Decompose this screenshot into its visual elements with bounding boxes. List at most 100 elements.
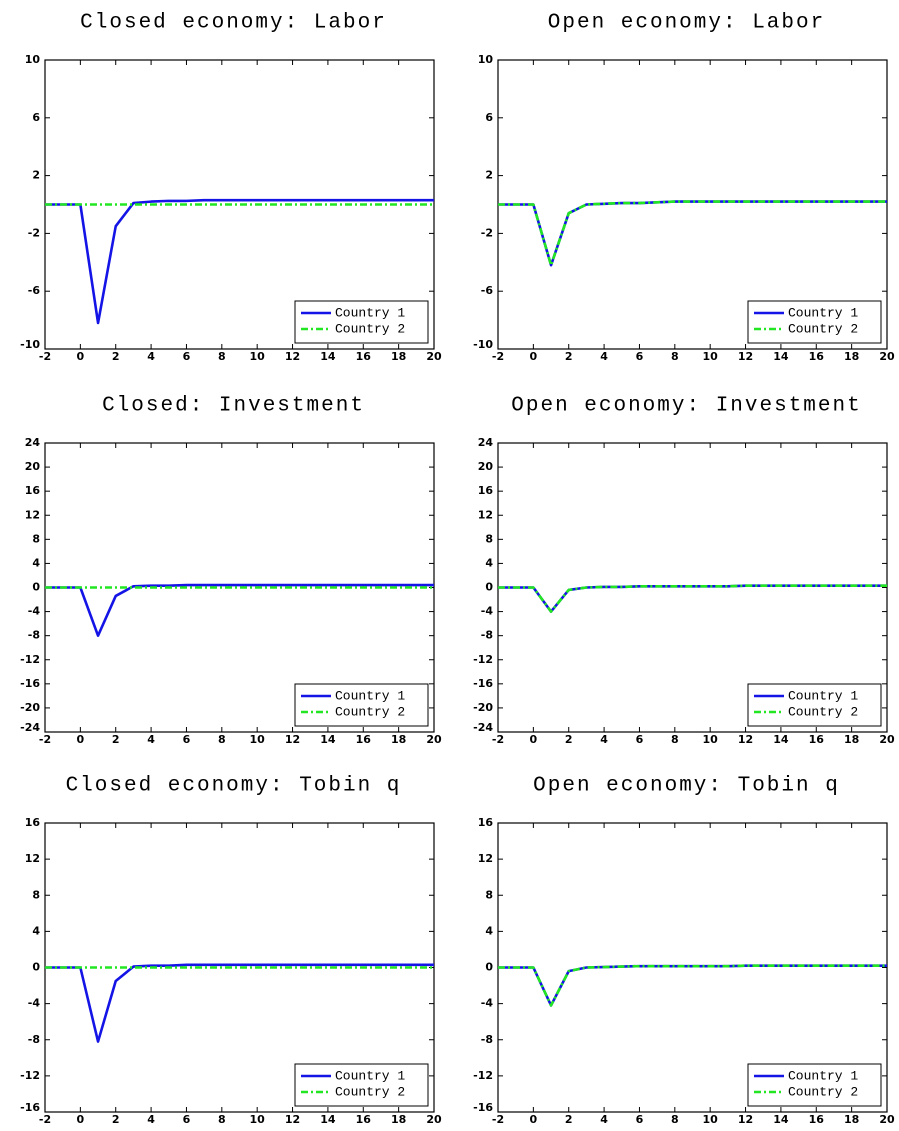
x-tick-label: 18 [391,1113,406,1126]
y-tick-label: -8 [481,1033,493,1046]
x-tick-label: 14 [773,1113,789,1126]
legend-box [294,683,429,727]
x-tick-label: 12 [285,1113,300,1126]
y-tick-label: 12 [25,508,40,521]
subplot-title: Closed: Investment [102,395,365,418]
y-tick-label: -6 [481,284,494,297]
x-tick-label: -2 [492,1113,504,1126]
y-tick-label: 12 [25,852,40,865]
x-tick-label: 16 [356,733,372,746]
legend-label: Country 2 [788,1084,858,1099]
y-tick-label: -20 [473,701,493,714]
x-tick-label: 12 [738,733,753,746]
y-tick-label: -8 [28,629,40,642]
y-tick-label: -10 [473,338,493,351]
y-tick-label: -2 [28,226,40,239]
subplot-title: Open economy: Labor [548,12,825,35]
y-tick-label: -12 [473,653,493,666]
x-tick-label: 10 [703,350,719,363]
x-tick-label: -2 [492,733,504,746]
legend-label: Country 2 [335,321,405,336]
x-tick-label: 18 [391,733,406,746]
legend-label: Country 2 [788,704,858,719]
x-tick-label: 4 [600,733,608,746]
subplot: Open economy: Labor -10 -6 -2 2 6 10 -2 0 2 4 6 8 10 1… [473,12,895,363]
subplot-title: Closed economy: Labor [80,12,387,35]
x-tick-label: 16 [356,350,372,363]
x-tick-label: 2 [112,1113,120,1126]
y-tick-label: -24 [20,721,40,734]
x-tick-label: 14 [773,350,789,363]
x-tick-label: 18 [391,350,406,363]
y-tick-label: 20 [478,460,494,473]
x-tick-label: 14 [320,1113,336,1126]
x-tick-label: 6 [636,1113,644,1126]
x-tick-label: 16 [809,733,825,746]
y-tick-label: 0 [32,581,40,594]
x-tick-label: 18 [844,350,859,363]
y-tick-label: 16 [25,816,41,829]
y-tick-label: -10 [20,338,40,351]
y-tick-label: 4 [485,556,493,569]
series-line [498,200,887,267]
x-tick-label: 20 [879,733,895,746]
x-tick-label: 12 [285,733,300,746]
x-tick-label: 0 [77,350,85,363]
legend-box [747,683,882,727]
x-tick-label: 14 [320,350,336,363]
x-tick-label: -2 [39,1113,51,1126]
x-tick-label: 20 [426,733,442,746]
series-line [498,964,887,1007]
x-tick-label: 8 [671,350,679,363]
x-tick-label: 8 [218,1113,226,1126]
y-tick-label: 4 [32,924,40,937]
y-tick-label: -8 [28,1033,40,1046]
y-tick-label: -4 [28,605,41,618]
y-tick-label: 8 [485,532,493,545]
series-line [498,964,887,1007]
y-tick-label: -12 [20,653,40,666]
y-tick-label: 8 [485,888,493,901]
x-tick-label: 4 [147,733,155,746]
y-tick-label: -2 [481,226,493,239]
x-tick-label: 6 [183,350,191,363]
y-tick-label: -4 [481,605,494,618]
x-tick-label: 16 [809,350,825,363]
subplot-title: Open economy: Investment [511,395,861,418]
x-tick-label: -2 [39,350,51,363]
legend-label: Country 1 [788,688,858,703]
x-tick-label: 8 [218,733,226,746]
x-tick-label: 2 [112,350,120,363]
x-tick-label: 20 [426,1113,442,1126]
x-tick-label: 4 [600,1113,608,1126]
y-tick-label: 6 [485,111,493,124]
y-tick-label: 6 [32,111,40,124]
legend-label: Country 2 [788,321,858,336]
y-tick-label: 4 [32,556,40,569]
x-tick-label: -2 [39,733,51,746]
legend-box [747,1063,882,1107]
y-tick-label: -8 [481,629,493,642]
subplot: Closed economy: Tobin q -16 -12 -8 -4 0 4 8 12 16… [20,775,442,1126]
x-tick-label: 20 [879,1113,895,1126]
y-tick-label: 2 [32,169,40,182]
y-tick-label: 2 [485,169,493,182]
x-tick-label: 0 [530,1113,538,1126]
subplot: Open economy: Investment-24-20-16-12-8-4… [473,395,895,746]
legend-box [294,1063,429,1107]
x-tick-label: 0 [530,733,538,746]
series-line [45,198,434,325]
y-tick-label: 16 [478,484,494,497]
x-tick-label: 16 [809,1113,825,1126]
y-tick-label: 12 [478,852,493,865]
series-line [498,200,887,267]
legend-label: Country 1 [788,305,858,320]
x-tick-label: 6 [183,1113,191,1126]
y-tick-label: 0 [32,961,40,974]
x-tick-label: 10 [250,350,266,363]
x-tick-label: 4 [147,350,155,363]
x-tick-label: 10 [703,733,719,746]
